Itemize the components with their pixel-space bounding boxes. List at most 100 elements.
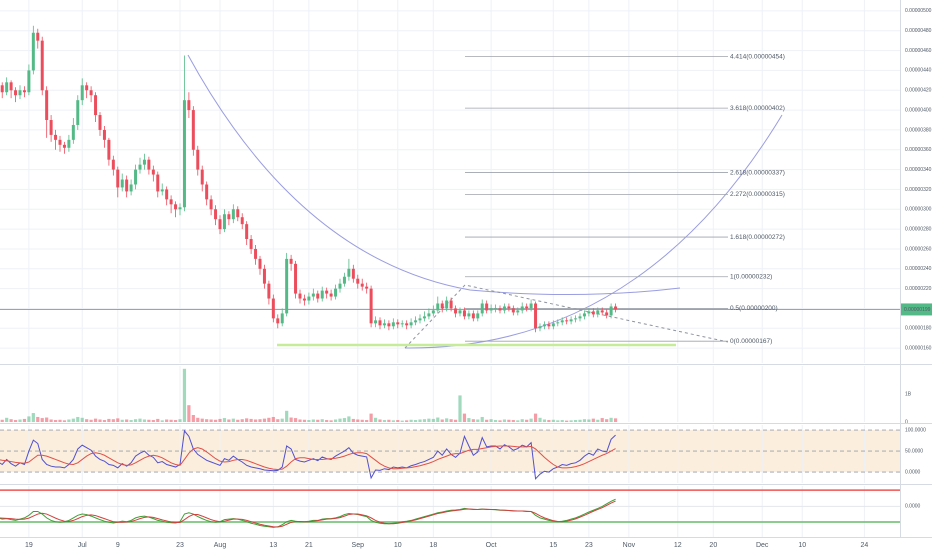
candle-body xyxy=(351,268,355,279)
time-tick-label: 12 xyxy=(674,542,682,549)
candle-body xyxy=(605,312,609,316)
y-tick-label: 0.0000 xyxy=(905,469,921,475)
volume-bar xyxy=(458,395,462,422)
volume-bar xyxy=(58,419,62,422)
volume-bar xyxy=(5,417,9,422)
candle-body xyxy=(449,300,453,309)
volume-bar xyxy=(578,419,582,422)
volume-bar xyxy=(485,419,489,422)
volume-bar xyxy=(173,420,178,422)
time-tick-label: 15 xyxy=(549,542,557,549)
candle-body xyxy=(520,306,524,311)
volume-bar xyxy=(311,419,315,422)
volume-bar xyxy=(151,420,155,422)
candle-body xyxy=(49,120,53,135)
fib-label: 3.618(0.00000402) xyxy=(730,105,785,112)
time-tick-label: 20 xyxy=(709,542,717,549)
volume-bar xyxy=(231,418,235,422)
volume-bar xyxy=(18,419,22,422)
volume-bar xyxy=(338,418,342,422)
y-tick-label: 0.00000500 xyxy=(905,8,932,14)
drawings xyxy=(0,54,900,349)
volume-bar xyxy=(285,410,289,422)
candle-body xyxy=(582,313,586,317)
time-tick-label: 18 xyxy=(429,542,437,549)
y-tick-label: 0.00000220 xyxy=(905,286,932,292)
volume-bar xyxy=(49,419,53,422)
volume-bar xyxy=(569,420,573,422)
grid xyxy=(0,0,900,537)
time-tick-label: Aug xyxy=(214,542,227,549)
volume-bar xyxy=(551,419,555,422)
rsi-line xyxy=(0,445,616,471)
candle-body xyxy=(98,115,102,130)
candle-body xyxy=(27,70,31,93)
volume-bar xyxy=(67,419,71,422)
volume-bar xyxy=(262,418,267,422)
candle-body xyxy=(107,139,111,160)
candle-body xyxy=(196,149,200,170)
candle-body xyxy=(600,310,604,313)
candle-body xyxy=(276,318,280,324)
candle-body xyxy=(71,124,75,140)
candle-body xyxy=(36,32,40,41)
volume-bar xyxy=(613,418,618,422)
y-tick-label: 0.00000160 xyxy=(905,345,932,351)
volume-bar xyxy=(120,419,124,422)
candle-body xyxy=(422,316,426,319)
volume-bar xyxy=(542,419,547,422)
volume-bar xyxy=(9,419,13,422)
candle-body xyxy=(396,322,400,325)
candle-body xyxy=(147,159,151,170)
candle-body xyxy=(151,169,155,175)
candle-body xyxy=(102,129,106,140)
volume-bar xyxy=(396,420,400,422)
rsi-line xyxy=(0,429,616,480)
volume-bar xyxy=(102,420,107,422)
time-tick-label: Jul xyxy=(78,542,87,549)
volume-bar xyxy=(271,416,275,422)
candle-body xyxy=(320,290,324,299)
volume-bar xyxy=(382,420,387,422)
candle-body xyxy=(111,159,115,170)
candle-body xyxy=(507,306,511,309)
candle-body xyxy=(502,306,506,311)
volume-bar xyxy=(489,419,493,422)
candle-body xyxy=(236,209,240,218)
volume-bar xyxy=(547,420,551,422)
candle-body xyxy=(254,248,258,259)
volume-bar xyxy=(205,419,209,422)
y-tick-label: 0.0000 xyxy=(905,504,921,510)
volume-bar xyxy=(538,417,542,422)
arc-top xyxy=(187,54,681,296)
volume-bar xyxy=(209,419,213,422)
volume-bar xyxy=(222,418,227,422)
candle-body xyxy=(0,85,4,93)
volume-bar xyxy=(440,419,444,422)
candle-body xyxy=(205,184,209,200)
volume-bar xyxy=(27,416,31,422)
volume-bar xyxy=(493,420,498,422)
volume-bar xyxy=(320,419,324,422)
volume-bar xyxy=(253,419,258,422)
candle-body xyxy=(476,313,480,319)
volume-bar xyxy=(129,420,133,422)
y-tick-label: 0.00000480 xyxy=(905,28,932,34)
volume-bar xyxy=(107,418,111,422)
candle-body xyxy=(574,318,578,320)
candle-body xyxy=(547,324,551,327)
candle-body xyxy=(418,318,422,321)
volume-bar xyxy=(360,419,364,422)
candle-body xyxy=(80,85,84,101)
candle-body xyxy=(542,324,546,327)
candle-body xyxy=(294,263,298,294)
volume-bar xyxy=(293,418,298,422)
volume-bar xyxy=(502,419,507,422)
candle-body xyxy=(587,311,591,314)
volume-bar xyxy=(325,420,329,422)
time-tick-label: 24 xyxy=(861,542,869,549)
candle-body xyxy=(40,40,44,91)
volume-bar xyxy=(276,419,280,422)
candle-body xyxy=(316,293,320,299)
